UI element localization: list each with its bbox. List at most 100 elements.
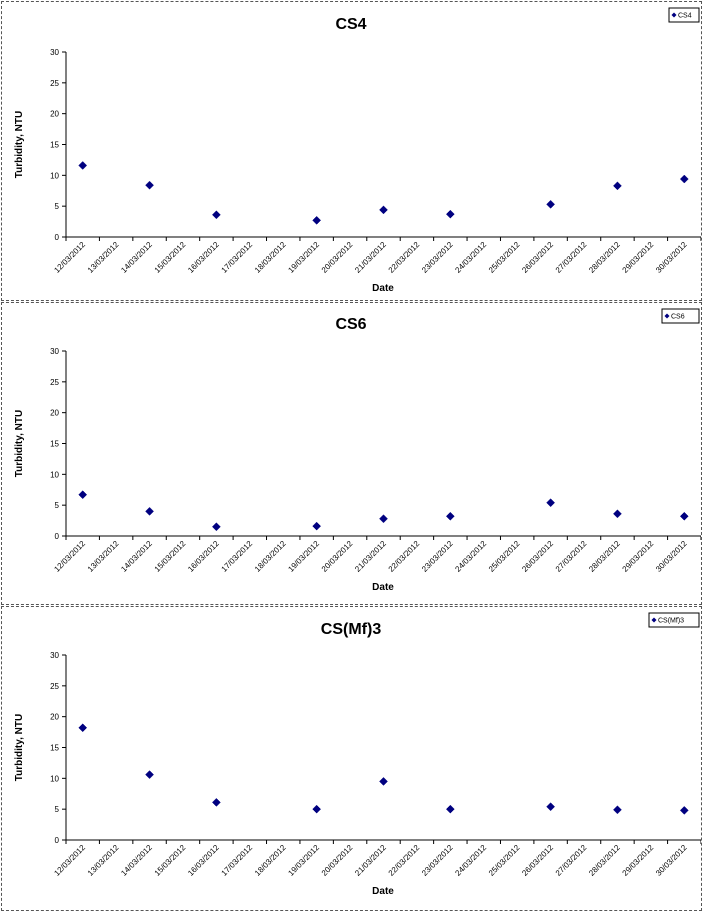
data-point — [312, 215, 322, 225]
x-tick-label: 18/03/2012 — [253, 539, 288, 574]
x-tick-label: 28/03/2012 — [587, 843, 622, 878]
legend-label: CS6 — [671, 314, 685, 321]
x-tick-label: 22/03/2012 — [387, 240, 422, 275]
x-tick-label: 19/03/2012 — [286, 843, 321, 878]
x-tick-label: 21/03/2012 — [353, 843, 388, 878]
x-tick-label: 15/03/2012 — [153, 240, 188, 275]
x-tick-label: 27/03/2012 — [554, 240, 589, 275]
x-tick-label: 16/03/2012 — [186, 843, 221, 878]
data-point — [379, 205, 388, 215]
data-point — [679, 174, 689, 184]
x-tick-label: 17/03/2012 — [220, 539, 255, 574]
y-tick-label: 15 — [50, 744, 59, 753]
chart-title: CS6 — [335, 316, 366, 333]
y-tick-label: 20 — [50, 713, 59, 722]
y-tick-label: 5 — [55, 202, 60, 211]
x-tick-label: 13/03/2012 — [86, 539, 121, 574]
x-tick-label: 25/03/2012 — [487, 843, 522, 878]
x-tick-label: 21/03/2012 — [353, 240, 388, 275]
data-point — [212, 210, 221, 220]
y-tick-label: 15 — [50, 141, 59, 150]
x-tick-label: 17/03/2012 — [220, 240, 255, 275]
chart-svg-1: CS4 0 5 10 15 20 25 30 12/03/201213/03/201214/03… — [14, 7, 701, 294]
y-tick-label: 0 — [55, 233, 60, 242]
y-tick-label: 25 — [50, 682, 59, 691]
chart-svg-3: CS(Mf)305101520253012/03/201213/03/20121… — [14, 612, 701, 897]
data-point — [445, 804, 455, 814]
data-point — [312, 521, 322, 531]
x-tick-label: 26/03/2012 — [520, 240, 555, 275]
x-tick-label: 23/03/2012 — [420, 240, 455, 275]
legend-marker — [671, 12, 677, 18]
y-axis-label: Turbidity, NTU — [14, 714, 25, 781]
legend-label: CS(Mf)3 — [658, 618, 684, 625]
x-tick-label: 23/03/2012 — [420, 843, 455, 878]
data-point — [78, 161, 88, 170]
x-tick-label: 29/03/2012 — [621, 539, 656, 574]
chart-panel-2: CS6 0 5 10 15 20 25 30 12/03/2012 13/03/2012 14/03… — [1, 302, 702, 605]
x-tick-label: 24/03/2012 — [453, 843, 488, 878]
data-point — [679, 806, 689, 815]
data-point — [546, 498, 555, 508]
x-tick-label: 14/03/2012 — [119, 539, 154, 574]
x-tick-label: 16/03/2012 — [186, 539, 221, 574]
chart-title: CS(Mf)3 — [321, 621, 382, 638]
x-tick-label: 13/03/2012 — [86, 240, 121, 275]
y-tick-label: 20 — [50, 110, 59, 119]
x-tick-label: 15/03/2012 — [153, 539, 188, 574]
x-tick-label: 25/03/2012 — [487, 539, 522, 574]
y-tick-label: 10 — [50, 774, 59, 783]
data-point — [546, 802, 555, 812]
x-tick-label: 26/03/2012 — [520, 539, 555, 574]
x-tick-label: 18/03/2012 — [253, 240, 288, 275]
data-point — [445, 511, 455, 521]
chart-panel-1: CS4 0 5 10 15 20 25 30 12/03/2012 13/03/2012 14/03… — [1, 1, 702, 301]
x-tick-label: 23/03/2012 — [420, 539, 455, 574]
x-axis-label: Date — [372, 582, 394, 593]
data-point — [613, 509, 622, 519]
y-axis-label: Turbidity, NTU — [14, 111, 25, 178]
y-tick-label: 25 — [50, 79, 59, 88]
y-tick-label: 0 — [55, 836, 60, 845]
chart-panel-3: CS(Mf)3 0 5 10 15 20 25 30 12/03/2012 13/03/2012 1… — [1, 606, 702, 911]
x-tick-label: 19/03/2012 — [286, 240, 321, 275]
x-tick-label: 16/03/2012 — [186, 240, 221, 275]
y-tick-label: 10 — [50, 470, 59, 479]
x-tick-label: 21/03/2012 — [353, 539, 388, 574]
data-point — [145, 506, 154, 516]
data-point — [613, 181, 622, 191]
y-tick-label: 25 — [50, 378, 59, 387]
x-tick-label: 14/03/2012 — [119, 240, 154, 275]
legend-box — [648, 612, 700, 628]
x-axis-label: Date — [372, 886, 394, 897]
x-tick-label: 30/03/2012 — [654, 539, 689, 574]
x-tick-label: 30/03/2012 — [654, 240, 689, 275]
y-tick-label: 10 — [50, 171, 59, 180]
x-tick-label: 22/03/2012 — [387, 539, 422, 574]
x-tick-label: 27/03/2012 — [554, 843, 589, 878]
x-tick-label: 20/03/2012 — [320, 240, 355, 275]
x-tick-label: 12/03/2012 — [52, 240, 87, 275]
legend-box — [668, 7, 700, 23]
data-point — [145, 180, 154, 190]
x-tick-label: 20/03/2012 — [320, 539, 355, 574]
data-point — [445, 209, 455, 219]
data-point — [212, 522, 221, 532]
x-tick-label: 25/03/2012 — [487, 240, 522, 275]
data-point — [679, 511, 689, 521]
y-tick-label: 30 — [50, 347, 59, 356]
x-tick-label: 19/03/2012 — [286, 539, 321, 574]
x-tick-label: 14/03/2012 — [119, 843, 154, 878]
x-tick-label: 28/03/2012 — [587, 539, 622, 574]
legend-box — [661, 308, 700, 324]
x-tick-label: 24/03/2012 — [453, 539, 488, 574]
x-tick-label: 12/03/2012 — [52, 843, 87, 878]
x-tick-label: 13/03/2012 — [86, 843, 121, 878]
x-tick-label: 24/03/2012 — [453, 240, 488, 275]
x-axis-label: Date — [372, 283, 394, 294]
x-tick-label: 18/03/2012 — [253, 843, 288, 878]
data-point — [613, 805, 622, 815]
y-tick-label: 30 — [50, 651, 59, 660]
y-tick-label: 20 — [50, 409, 59, 418]
legend-marker — [664, 313, 670, 319]
